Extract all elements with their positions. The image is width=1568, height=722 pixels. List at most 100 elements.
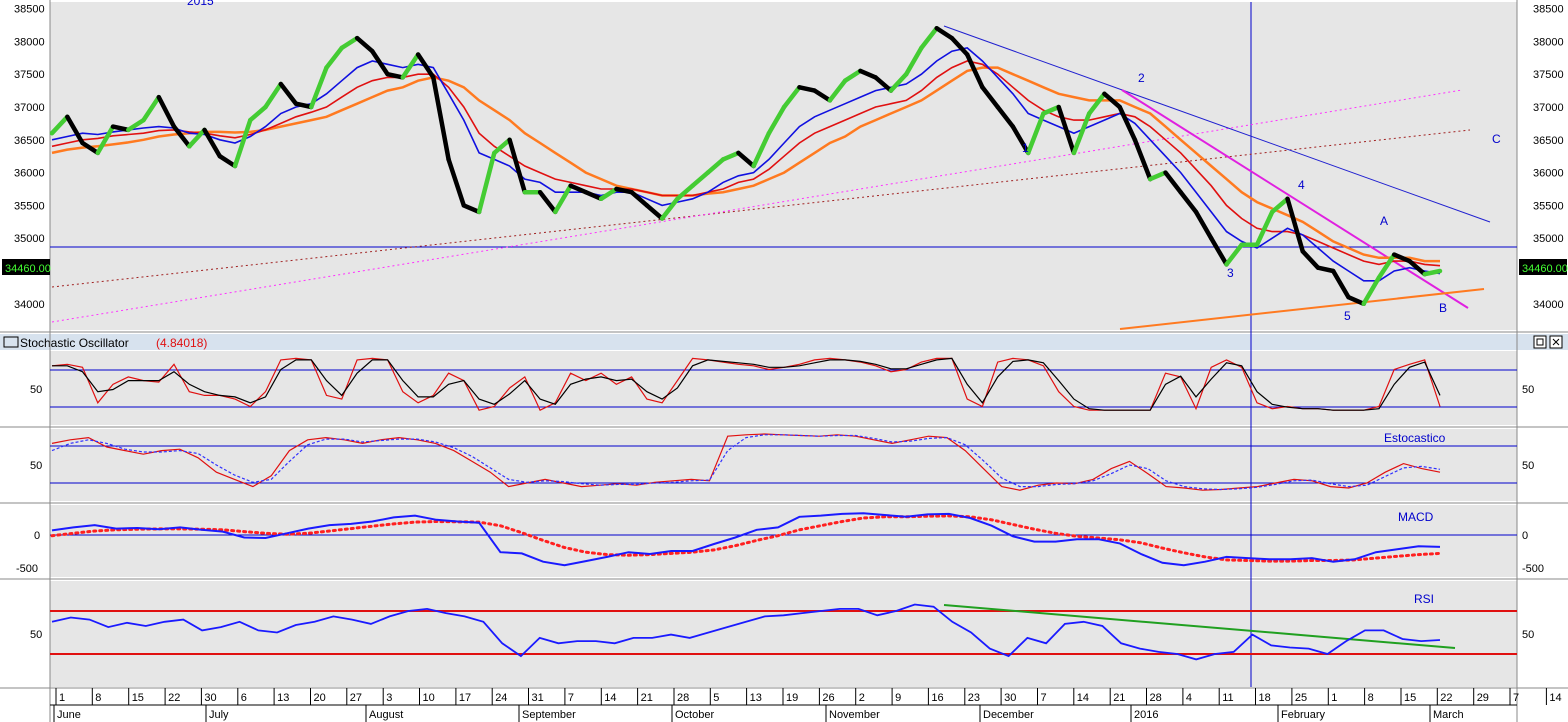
price-segment (842, 68, 863, 83)
price-panel-bg (50, 2, 1517, 330)
price-segment (1163, 170, 1183, 195)
price-segment (964, 52, 985, 90)
price-segment (507, 137, 528, 195)
price-segment (1193, 209, 1214, 241)
price-segment (705, 157, 726, 175)
stochastic-titlebar (0, 334, 1568, 350)
price-segment (461, 203, 482, 215)
x-day-tick: 8 (95, 692, 101, 704)
price-ytick-right: 38500 (1533, 4, 1564, 16)
last-price-tag-right (1519, 259, 1567, 275)
macd-series (50, 512, 1442, 567)
x-day-tick: 29 (1477, 692, 1489, 704)
macd-ytick-zero-right: 0 (1522, 530, 1528, 542)
panel-icon[interactable] (3, 336, 19, 348)
x-month-label: October (675, 709, 714, 721)
price-segment (1330, 268, 1351, 300)
price-segment (278, 81, 299, 106)
x-day-tick: 5 (713, 692, 719, 704)
maximize-icon (1536, 338, 1544, 346)
x-day-tick: 11 (1222, 692, 1233, 704)
price-segment (126, 117, 146, 133)
price-segment (980, 85, 1000, 110)
maximize-button[interactable] (1533, 335, 1547, 349)
x-day-tick: 22 (1440, 692, 1452, 704)
x-day-tick: 1 (59, 692, 65, 704)
ema-slow-line (51, 66, 1440, 263)
x-day-tick: 4 (1186, 692, 1192, 704)
x-day-tick: 14 (604, 692, 616, 704)
x-month-label: July (209, 709, 229, 721)
wave-label: 1 (1022, 141, 1029, 155)
wave-label: 3 (1227, 266, 1234, 280)
x-month-label: September (522, 709, 576, 721)
x-day-tick: 10 (423, 692, 435, 704)
macd-title: MACD (1398, 510, 1434, 524)
x-day-tick: 23 (968, 692, 980, 704)
price-segment (156, 94, 177, 129)
last-price-tag-left (2, 259, 50, 275)
price-segment (1269, 196, 1290, 215)
price-segment (659, 196, 680, 221)
stochastic-k-line (51, 357, 1441, 412)
x-day-tick: 28 (677, 692, 689, 704)
x-month-label: December (983, 709, 1034, 721)
down-trend-line (943, 25, 1491, 223)
price-segment (675, 183, 695, 202)
x-day-tick: 7 (1513, 692, 1519, 704)
price-segment (583, 189, 604, 202)
x-day-tick: 14 (1549, 692, 1561, 704)
rsi-ytick-left: 50 (30, 629, 42, 641)
price-ytick-left: 35000 (14, 233, 45, 245)
wave-label: C (1492, 132, 1501, 146)
price-segment (1300, 249, 1321, 270)
price-segment (492, 137, 512, 156)
price-segment (766, 104, 787, 136)
estocastico-ytick-right: 50 (1522, 460, 1534, 472)
x-day-tick: 14 (1077, 692, 1089, 704)
estocastico-ytick-left: 50 (30, 460, 42, 472)
price-segment (1025, 111, 1046, 156)
price-segment (537, 189, 558, 215)
x-month-label: February (1281, 709, 1326, 721)
x-day-tick: 19 (786, 692, 798, 704)
last-price-left: 34460.00 (5, 263, 51, 275)
x-day-tick: 21 (1113, 692, 1125, 704)
price-segment (49, 114, 70, 136)
estocastico-panel-bg (50, 429, 1517, 501)
price-segment (324, 45, 345, 70)
price-segment (339, 35, 360, 51)
price-ytick-right: 35500 (1533, 200, 1564, 212)
x-day-tick: 6 (241, 692, 247, 704)
price-segment (873, 75, 894, 93)
x-day-tick: 16 (931, 692, 943, 704)
stochastic-title: Stochastic Oscillator (20, 336, 129, 350)
rsi-trend-line (943, 604, 1456, 649)
price-ytick-right: 37500 (1533, 69, 1564, 81)
price-series (49, 25, 1443, 307)
price-segment (690, 170, 711, 188)
price-segment (1407, 258, 1427, 277)
rsi-panel-bg (50, 581, 1517, 687)
price-segment (934, 25, 955, 41)
stochastic-guides (50, 369, 1517, 408)
price-segment (248, 104, 268, 123)
wave-label: A (1380, 214, 1388, 228)
price-segment (1132, 137, 1153, 182)
x-day-tick: 18 (1259, 692, 1271, 704)
price-segment (553, 183, 573, 215)
price-ytick-left: 34000 (14, 299, 45, 311)
price-ytick-right: 35000 (1533, 233, 1564, 245)
price-segment (1086, 91, 1107, 116)
price-segment (1224, 242, 1244, 267)
price-segment (888, 71, 909, 93)
wave-label: B (1439, 301, 1447, 315)
wave-label: 4 (1298, 178, 1305, 192)
x-day-tick: 21 (641, 692, 653, 704)
price-segment (1285, 196, 1305, 254)
x-day-tick: 1 (1331, 692, 1337, 704)
price-segment (385, 71, 406, 80)
stochastic-ytick-right: 50 (1522, 384, 1534, 396)
price-segment (370, 48, 390, 77)
